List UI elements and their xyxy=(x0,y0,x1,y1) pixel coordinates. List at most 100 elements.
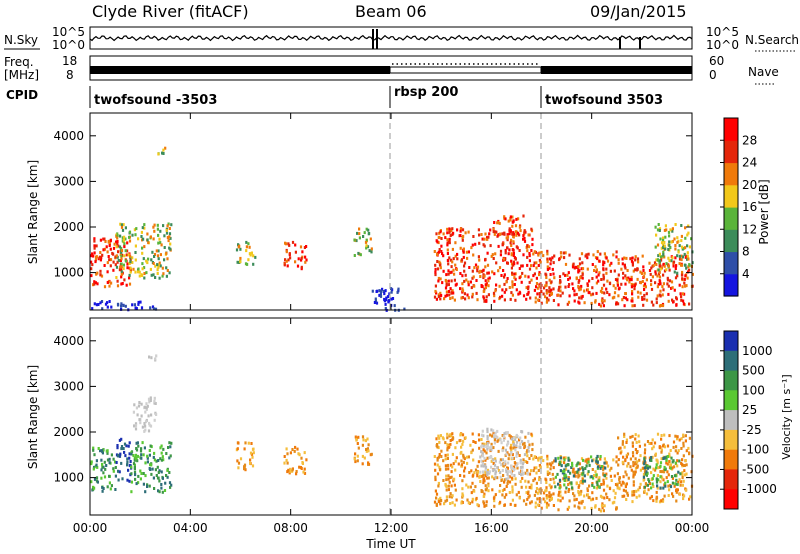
range-cell-8 xyxy=(435,297,438,301)
range-cell-8 xyxy=(522,237,525,241)
range-cell-12 xyxy=(683,263,686,267)
range-cell-12 xyxy=(660,437,663,441)
range-cell-8 xyxy=(471,292,474,296)
range-cell-8 xyxy=(451,247,454,251)
range-cell-8 xyxy=(487,293,490,297)
range-cell-12 xyxy=(672,440,676,444)
range-cell-10 xyxy=(601,301,604,305)
range-cell-8 xyxy=(467,485,470,489)
range-cell-8 xyxy=(506,479,509,483)
range-cell-10 xyxy=(586,284,589,288)
range-cell-8 xyxy=(497,244,500,248)
range-cell-12 xyxy=(622,475,625,479)
range-cell-8 xyxy=(461,282,464,286)
range-cell-12 xyxy=(668,234,671,238)
range-cell-0 xyxy=(114,263,117,267)
range-cell-11 xyxy=(583,479,587,483)
range-cell-9 xyxy=(492,227,495,231)
range-cell-8 xyxy=(465,455,468,459)
range-cell-10 xyxy=(557,508,560,512)
range-cell-12 xyxy=(636,450,639,453)
range-cell-6 xyxy=(303,451,306,455)
range-cell-2 xyxy=(149,468,152,471)
range-cell-11 xyxy=(624,282,627,286)
range-cell-8 xyxy=(492,496,496,500)
range-cell-9 xyxy=(494,472,497,476)
range-cell-2 xyxy=(135,227,138,231)
range-cell-2 xyxy=(130,480,133,484)
range-cell-12 xyxy=(626,491,629,495)
range-cell-8 xyxy=(530,500,533,504)
range-cell-12 xyxy=(632,470,635,474)
range-cell-8 xyxy=(467,455,470,459)
colorbar-tick-label: -100 xyxy=(742,443,769,457)
range-cell-8 xyxy=(437,276,440,280)
range-cell-0 xyxy=(109,487,112,491)
time-x-axis: 00:00 04:00 08:00 12:00 16:00 20:00 00:00 xyxy=(73,113,709,535)
range-cell-10 xyxy=(603,457,606,461)
range-cell-2 xyxy=(139,477,142,481)
range-cell-8 xyxy=(463,474,466,478)
range-cell-9 xyxy=(479,455,482,459)
range-cell-11 xyxy=(585,464,588,468)
range-cell-1 xyxy=(108,300,111,303)
range-cell-10 xyxy=(606,279,609,283)
range-cell-2 xyxy=(129,260,132,264)
range-cell-10 xyxy=(592,458,595,462)
range-cell-7 xyxy=(373,301,376,304)
range-cell-3 xyxy=(144,428,147,432)
range-cell-11 xyxy=(636,277,639,281)
range-cell-0 xyxy=(115,240,118,244)
range-cell-8 xyxy=(502,446,505,450)
range-cell-3 xyxy=(153,399,156,403)
range-cell-8 xyxy=(446,231,449,235)
range-cell-12 xyxy=(665,268,668,272)
range-cell-2 xyxy=(167,239,170,243)
range-cell-5 xyxy=(252,451,255,455)
range-cell-0 xyxy=(99,273,102,277)
range-cell-9 xyxy=(506,443,509,447)
range-cell-1 xyxy=(135,307,138,310)
range-cell-10 xyxy=(580,501,583,505)
range-cell-11 xyxy=(561,471,564,475)
range-cell-10 xyxy=(586,472,589,476)
range-cell-9 xyxy=(481,444,484,448)
range-cell-2 xyxy=(155,474,158,477)
range-cell-10 xyxy=(538,464,541,467)
range-cell-13 xyxy=(673,474,677,478)
range-cell-10 xyxy=(559,285,562,289)
range-cell-7 xyxy=(361,454,364,458)
range-cell-8 xyxy=(478,258,481,262)
range-cell-10 xyxy=(544,284,547,288)
range-cell-2 xyxy=(135,447,138,450)
range-cell-11 xyxy=(554,475,557,479)
range-cell-8 xyxy=(505,288,508,292)
range-cell-8 xyxy=(434,489,437,493)
range-cell-2 xyxy=(137,237,140,241)
nave-tick-bottom: 0 xyxy=(709,68,717,82)
range-cell-1 xyxy=(120,302,123,306)
range-cell-12 xyxy=(669,246,672,249)
range-cell-11 xyxy=(590,475,593,479)
range-cell-1 xyxy=(128,456,131,460)
range-cell-10 xyxy=(591,468,594,471)
range-cell-2 xyxy=(169,236,172,240)
range-cell-8 xyxy=(460,459,463,463)
range-cell-9 xyxy=(509,218,512,222)
range-cell-2 xyxy=(129,266,132,270)
range-cell-12 xyxy=(660,499,663,503)
range-cell-0 xyxy=(118,268,121,272)
range-cell-8 xyxy=(490,459,493,463)
range-cell-10 xyxy=(574,470,577,474)
range-cell-8 xyxy=(501,242,504,246)
range-cell-3 xyxy=(132,410,135,414)
range-cell-12 xyxy=(667,473,670,477)
range-cell-12 xyxy=(661,499,665,503)
range-cell-8 xyxy=(510,238,513,242)
range-cell-8 xyxy=(471,295,474,299)
range-cell-0 xyxy=(105,245,108,249)
colorbar-swatch xyxy=(724,489,738,510)
range-cell-10 xyxy=(540,301,543,305)
range-cell-11 xyxy=(655,301,658,305)
range-cell-13 xyxy=(648,465,652,469)
